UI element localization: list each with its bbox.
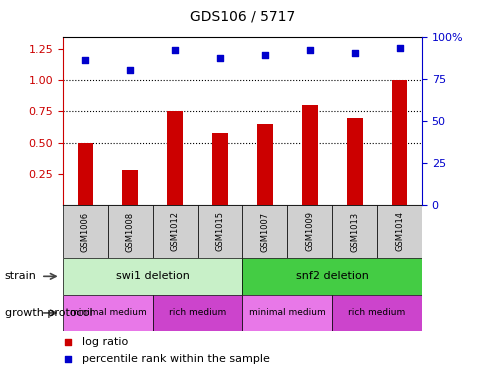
Bar <box>332 295 421 331</box>
Bar <box>77 143 93 205</box>
Point <box>350 51 358 56</box>
Bar <box>242 205 287 258</box>
Bar <box>391 80 407 205</box>
Text: GSM1013: GSM1013 <box>349 212 359 251</box>
Text: GSM1012: GSM1012 <box>170 212 180 251</box>
Bar <box>242 295 332 331</box>
Bar <box>63 258 242 295</box>
Bar <box>332 205 376 258</box>
Text: growth protocol: growth protocol <box>5 308 92 318</box>
Bar <box>302 105 317 205</box>
Bar <box>152 295 242 331</box>
Text: rich medium: rich medium <box>168 309 226 317</box>
Text: swi1 deletion: swi1 deletion <box>116 271 189 281</box>
Text: GSM1015: GSM1015 <box>215 212 224 251</box>
Text: rich medium: rich medium <box>348 309 405 317</box>
Text: snf2 deletion: snf2 deletion <box>295 271 368 281</box>
Text: GSM1007: GSM1007 <box>260 212 269 251</box>
Bar <box>107 205 152 258</box>
Bar <box>167 111 182 205</box>
Bar <box>152 205 197 258</box>
Point <box>395 45 403 51</box>
Text: GSM1006: GSM1006 <box>81 212 90 251</box>
Point <box>216 56 224 61</box>
Bar <box>197 205 242 258</box>
Bar <box>287 205 332 258</box>
Bar <box>122 170 138 205</box>
Text: GSM1009: GSM1009 <box>304 212 314 251</box>
Text: GDS106 / 5717: GDS106 / 5717 <box>189 9 295 23</box>
Text: strain: strain <box>5 271 37 281</box>
Point <box>260 52 268 58</box>
Bar <box>346 117 362 205</box>
Bar <box>257 124 272 205</box>
Bar <box>212 132 227 205</box>
Point <box>126 67 134 73</box>
Point <box>64 356 72 362</box>
Point <box>305 47 313 53</box>
Text: GSM1014: GSM1014 <box>394 212 403 251</box>
Bar <box>242 258 421 295</box>
Text: minimal medium: minimal medium <box>69 309 146 317</box>
Text: percentile rank within the sample: percentile rank within the sample <box>82 354 269 364</box>
Bar <box>63 205 107 258</box>
Text: minimal medium: minimal medium <box>248 309 325 317</box>
Point <box>171 47 179 53</box>
Text: GSM1008: GSM1008 <box>125 212 135 251</box>
Bar <box>376 205 421 258</box>
Point <box>81 57 89 63</box>
Point <box>64 339 72 345</box>
Bar <box>63 295 152 331</box>
Text: log ratio: log ratio <box>82 337 128 347</box>
